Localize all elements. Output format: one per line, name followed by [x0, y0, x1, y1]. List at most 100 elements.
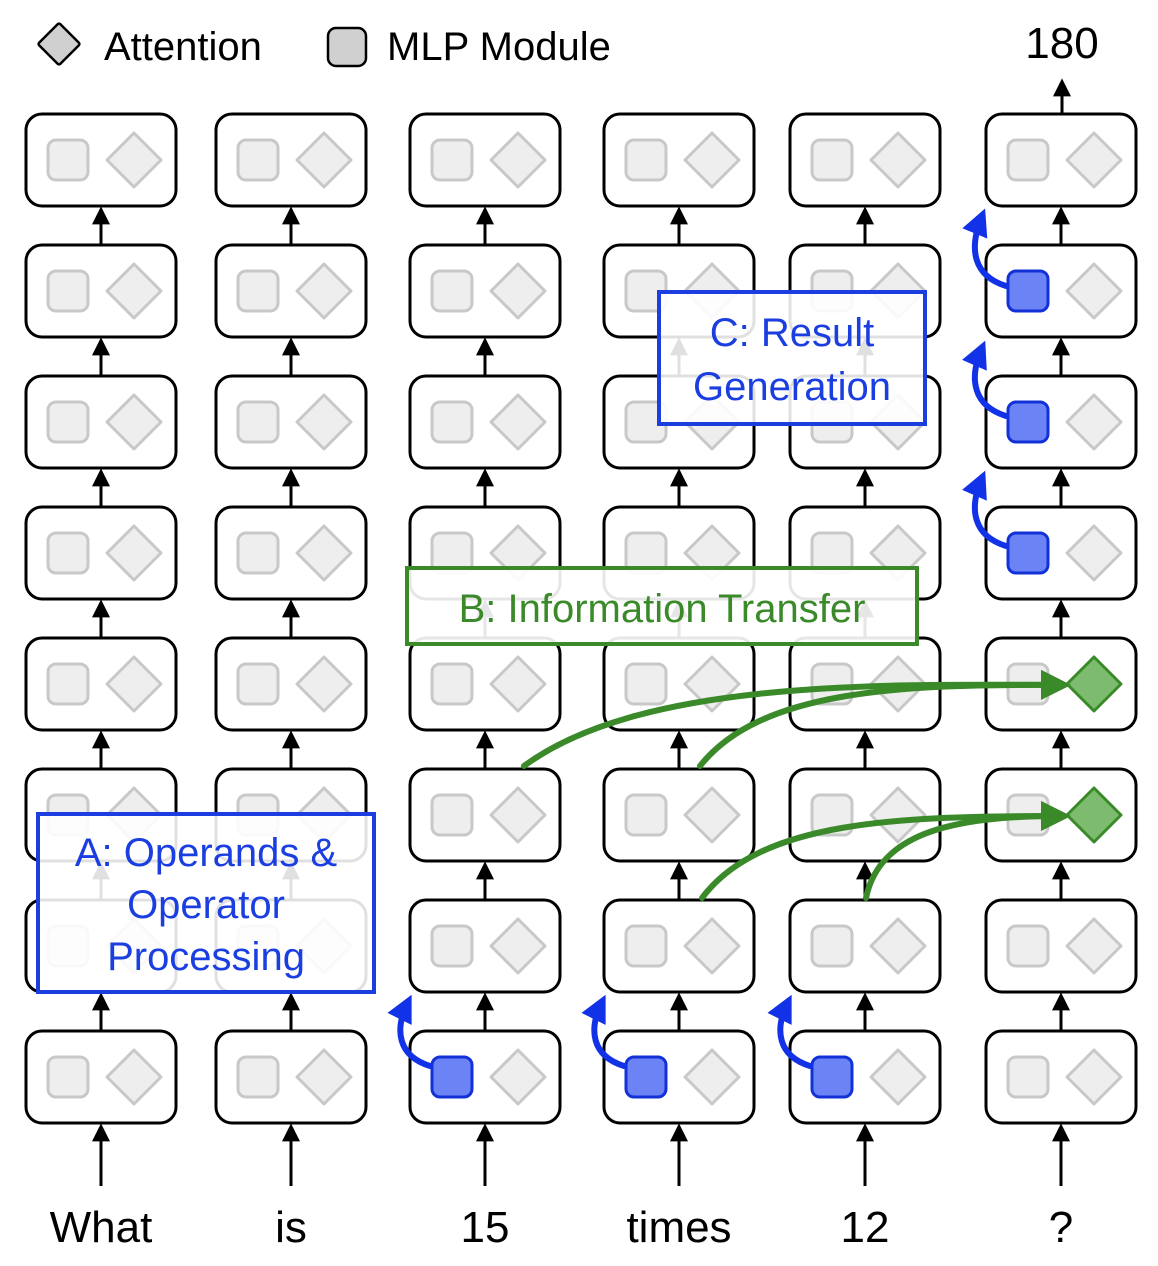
annotation-a-line-1: A: Operands &	[75, 831, 338, 875]
layer-block	[788, 1029, 942, 1125]
attention-module	[489, 262, 547, 320]
mlp-module	[1006, 1055, 1050, 1099]
attention-module	[489, 393, 547, 451]
layer-block	[24, 112, 178, 208]
mlp-module	[46, 662, 90, 706]
mlp-module	[236, 531, 280, 575]
layer-block	[788, 112, 942, 208]
layer-block	[984, 505, 1138, 601]
mlp-arrow-q-l4	[962, 470, 1009, 549]
attention-module	[1065, 917, 1123, 975]
information-transfer-arrows	[521, 669, 1071, 901]
layer-block	[24, 636, 178, 732]
mlp-module	[810, 138, 854, 182]
annotation-c-box	[657, 290, 927, 426]
layer-block	[408, 112, 562, 208]
mlp-module	[624, 793, 668, 837]
layer-block	[408, 636, 562, 732]
input-token: 15	[461, 1203, 510, 1252]
attention-module	[869, 1048, 927, 1106]
mlp-arrow-times	[581, 994, 627, 1069]
attention-module	[295, 1048, 353, 1106]
attention-module	[869, 786, 927, 844]
attention-module	[1065, 131, 1123, 189]
mlp-module-active	[810, 1055, 854, 1099]
layer-block	[408, 898, 562, 994]
mlp-arrow-q-l5	[962, 340, 1009, 419]
attention-module	[683, 131, 741, 189]
layer-block	[984, 112, 1138, 208]
mlp-arrow-12	[767, 994, 813, 1069]
layer-block	[602, 112, 756, 208]
mlp-module	[236, 400, 280, 444]
mlp-module	[46, 400, 90, 444]
input-token: What	[50, 1203, 153, 1252]
layer-block	[984, 1029, 1138, 1125]
transfer-arrow-12-to-attn-low	[863, 801, 1071, 901]
mlp-module	[236, 662, 280, 706]
annotation-a: A: Operands & Operator Processing	[36, 812, 376, 994]
annotation-a-line-2: Operator	[127, 883, 285, 927]
mlp-module	[624, 662, 668, 706]
layer-block	[24, 374, 178, 470]
annotation-b-line-1: B: Information Transfer	[459, 587, 866, 631]
attention-module	[489, 655, 547, 713]
layer-block	[408, 243, 562, 339]
layer-block	[214, 243, 368, 339]
layer-block	[788, 767, 942, 863]
output-token: 180	[1025, 19, 1098, 68]
annotation-c: C: Result Generation	[657, 290, 927, 426]
input-token: is	[275, 1203, 307, 1252]
layer-block	[214, 636, 368, 732]
mlp-module	[236, 1055, 280, 1099]
layer-block	[984, 243, 1138, 339]
attention-module	[105, 1048, 163, 1106]
attention-module	[295, 262, 353, 320]
attention-module	[683, 917, 741, 975]
mlp-module	[430, 793, 474, 837]
attention-module-active	[1065, 786, 1123, 844]
attention-module	[489, 917, 547, 975]
legend-attention-icon	[37, 22, 81, 66]
attention-module	[869, 917, 927, 975]
legend-attention-label: Attention	[104, 25, 262, 69]
attention-module	[295, 524, 353, 582]
attention-module	[869, 131, 927, 189]
layer-block	[24, 505, 178, 601]
layer-block	[214, 505, 368, 601]
layer-block	[602, 898, 756, 994]
annotation-c-line-2: Generation	[693, 365, 891, 409]
annotation-a-line-3: Processing	[107, 935, 305, 979]
mlp-module	[430, 924, 474, 968]
attention-module	[489, 1048, 547, 1106]
mlp-module	[46, 1055, 90, 1099]
layer-block	[788, 898, 942, 994]
annotation-b: B: Information Transfer	[405, 566, 919, 646]
mlp-module	[46, 531, 90, 575]
attention-module	[1065, 1048, 1123, 1106]
mlp-module	[430, 138, 474, 182]
legend-mlp-icon	[326, 26, 368, 68]
layer-block	[602, 1029, 756, 1125]
attention-module	[105, 524, 163, 582]
mlp-module	[810, 924, 854, 968]
attention-module	[1065, 524, 1123, 582]
mlp-module	[46, 138, 90, 182]
layer-grid	[24, 112, 1138, 1186]
transfer-arrow-times-to-attn	[697, 669, 1071, 769]
mlp-module	[46, 269, 90, 313]
mlp-module	[624, 924, 668, 968]
layer-block	[24, 243, 178, 339]
layer-block	[408, 1029, 562, 1125]
mlp-module	[1006, 138, 1050, 182]
mlp-arrow-15	[387, 994, 433, 1069]
attention-module	[105, 262, 163, 320]
layer-block	[602, 767, 756, 863]
mlp-module-active	[624, 1055, 668, 1099]
annotation-b-box	[405, 566, 919, 646]
attention-module	[295, 393, 353, 451]
layer-block	[214, 1029, 368, 1125]
layer-block	[984, 374, 1138, 470]
mlp-module-active	[430, 1055, 474, 1099]
